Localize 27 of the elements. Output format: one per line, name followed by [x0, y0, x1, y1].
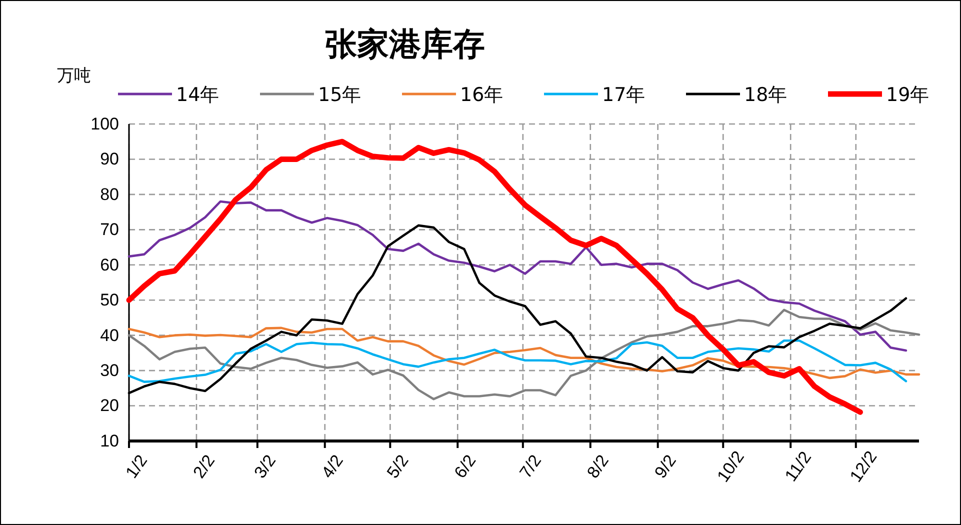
- legend-label: 15年: [318, 84, 362, 106]
- y-tick-label: 90: [100, 150, 119, 169]
- y-tick-label: 20: [100, 396, 119, 416]
- y-tick-label: 30: [100, 360, 119, 380]
- legend-label: 18年: [744, 84, 788, 106]
- y-tick-label: 70: [100, 220, 119, 240]
- legend-label: 19年: [886, 84, 930, 106]
- y-tick-label: 50: [100, 290, 119, 310]
- y-tick-label: 10: [100, 431, 119, 450]
- x-tick-label: 6/2: [450, 451, 480, 482]
- x-tick-label: 3/2: [250, 451, 280, 482]
- x-tick-label: 4/2: [318, 451, 348, 482]
- legend-label: 17年: [602, 84, 646, 106]
- y-tick-label: 80: [100, 184, 119, 204]
- y-tick-label: 60: [100, 255, 119, 274]
- chart-title: 张家港库存: [325, 25, 485, 63]
- x-tick-label: 2/2: [189, 451, 219, 482]
- y-tick-label: 40: [100, 326, 119, 345]
- x-tick-label: 1/2: [122, 451, 152, 482]
- y-axis-title: 万吨: [57, 66, 91, 86]
- x-tick-label: 7/2: [516, 451, 546, 482]
- x-tick-label: 9/2: [650, 451, 680, 482]
- y-tick-label: 100: [90, 114, 119, 134]
- x-tick-label: 5/2: [383, 451, 412, 482]
- legend-label: 16年: [460, 84, 504, 106]
- legend-label: 14年: [176, 84, 220, 106]
- x-tick-label: 8/2: [583, 451, 613, 482]
